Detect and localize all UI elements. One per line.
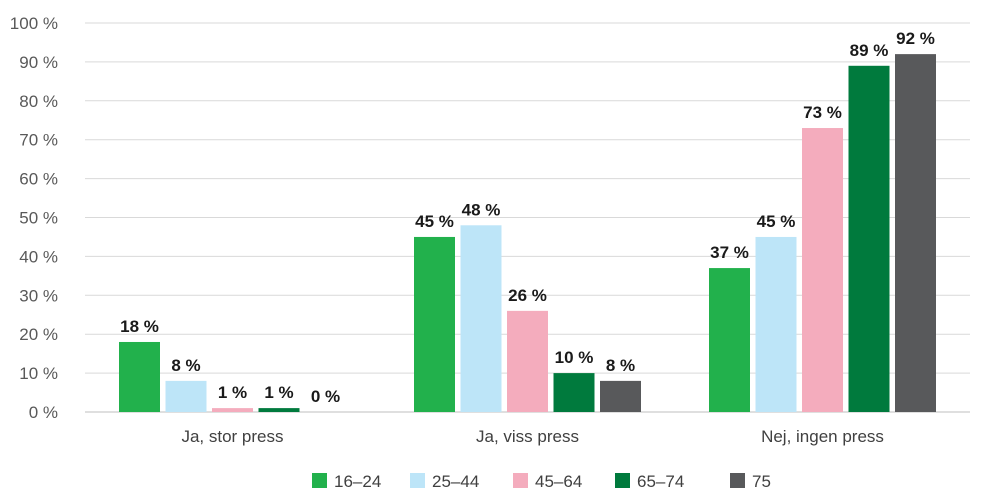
data-label: 73 % [803,103,842,122]
data-label: 0 % [311,387,340,406]
data-label: 1 % [264,383,293,402]
bar [895,54,936,413]
legend-label: 75 [752,472,771,490]
data-label: 8 % [606,356,635,375]
y-axis: 0 % 10 % 20 % 30 % 40 % 50 % 60 % 70 % 80 % 90 % 1… [10,14,58,422]
data-labels: 18 % 8 % 1 % 1 % 0 % 45 % 48 % 26 % 10 % 8 % 37 % 4… [120,29,935,406]
bar [600,380,641,412]
data-label: 45 % [415,212,454,231]
legend: 16–24 25–44 45–64 65–74 75 [312,472,771,490]
bar [460,225,502,412]
legend-swatch [513,473,528,488]
data-label: 92 % [896,29,935,48]
bar [553,373,595,412]
legend-label: 25–44 [432,472,479,490]
y-tick-label: 90 % [19,53,58,72]
bars [119,54,936,413]
category-label: Nej, ingen press [761,427,884,446]
y-tick-label: 10 % [19,364,58,383]
y-tick-label: 80 % [19,92,58,111]
bar [119,341,160,412]
data-label: 48 % [462,200,501,219]
data-label: 45 % [757,212,796,231]
y-tick-label: 20 % [19,325,58,344]
data-label: 89 % [850,41,889,60]
data-label: 8 % [171,356,200,375]
bar [802,128,843,412]
data-label: 26 % [508,286,547,305]
x-axis: Ja, stor press Ja, viss press Nej, ingen p… [181,427,883,446]
data-label: 1 % [218,383,247,402]
legend-swatch [730,473,745,488]
bar [755,236,797,412]
legend-label: 45–64 [535,472,582,490]
legend-label: 16–24 [334,472,381,490]
y-tick-label: 50 % [19,209,58,228]
bar [258,408,300,412]
category-label: Ja, viss press [476,427,579,446]
legend-swatch [615,473,630,488]
y-tick-label: 70 % [19,131,58,150]
data-label: 37 % [710,243,749,262]
data-label: 18 % [120,317,159,336]
bar [507,310,548,412]
y-tick-label: 40 % [19,247,58,266]
bar [709,268,750,412]
data-label: 10 % [555,348,594,367]
bar [414,236,455,412]
bar [848,65,890,412]
legend-label: 65–74 [637,472,684,490]
gridlines [85,22,970,413]
bar [212,408,253,412]
y-tick-label: 0 % [29,403,58,422]
legend-swatch [312,473,327,488]
y-tick-label: 100 % [10,14,58,33]
bar [165,380,207,412]
y-tick-label: 60 % [19,170,58,189]
category-label: Ja, stor press [181,427,283,446]
legend-swatch [410,473,425,488]
y-tick-label: 30 % [19,286,58,305]
